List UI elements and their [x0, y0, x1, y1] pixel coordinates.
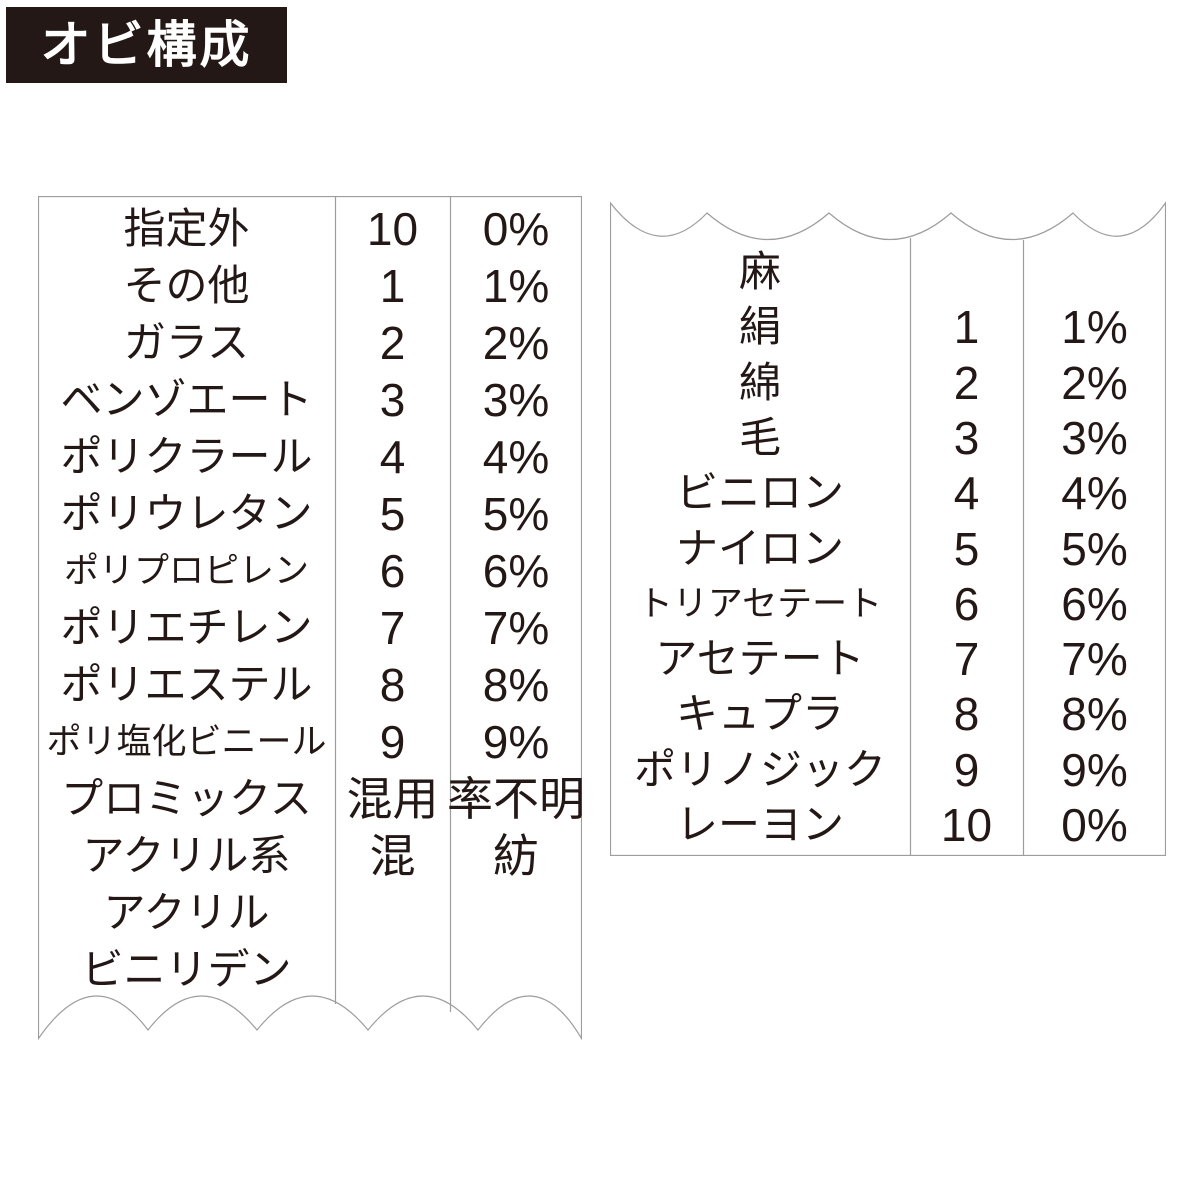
percent-cell: 7% — [1061, 633, 1128, 686]
material-name-cell: ベンゾエート — [60, 376, 313, 423]
percent-cell: 7% — [482, 602, 550, 654]
code-cell: 5 — [379, 488, 406, 540]
right-panel-outline — [610, 201, 1166, 856]
code-cell: 1 — [379, 260, 406, 312]
percent-cell: 紡 — [493, 830, 539, 882]
material-name-cell: 綿 — [738, 358, 782, 406]
left-panel-outline — [38, 196, 582, 1041]
material-name-cell: プロミックス — [61, 775, 312, 822]
code-cell: 8 — [379, 659, 406, 711]
code-cell: 1 — [953, 301, 980, 354]
code-cell: 6 — [953, 577, 980, 630]
code-cell: 4 — [953, 467, 980, 520]
page-title: オビ構成 — [40, 17, 253, 73]
percent-cell: 8% — [1061, 688, 1128, 741]
percent-cell: 3% — [1061, 411, 1128, 464]
material-name-cell: ナイロン — [675, 524, 845, 572]
material-name-cell: アセテート — [655, 635, 865, 683]
code-cell: 8 — [953, 688, 980, 741]
percent-cell: 4% — [1061, 467, 1128, 520]
code-cell: 10 — [366, 203, 419, 255]
percent-cell: 9% — [482, 716, 550, 768]
code-cell: 混用 — [346, 773, 439, 825]
code-cell: 5 — [953, 522, 980, 575]
code-cell: 7 — [379, 602, 406, 654]
percent-cell: 1% — [482, 260, 550, 312]
percent-cell: 4% — [482, 431, 550, 483]
material-name-cell: 指定外 — [123, 205, 250, 252]
material-name-cell: その他 — [123, 262, 250, 309]
code-cell: 2 — [379, 317, 406, 369]
percent-cell: 5% — [482, 488, 550, 540]
material-name-cell: ガラス — [123, 319, 250, 366]
percent-cell: 9% — [1061, 743, 1128, 796]
right-composition-panel: 麻絹 1 1% 綿 2 2% 毛 3 3% ビニロン 4 4% ナイロン 5 5% トリアセテート 6 6% アセテ… — [610, 200, 1166, 856]
left-panel-torn-paper-shape — [38, 196, 582, 1041]
percent-cell: 0% — [1061, 799, 1128, 851]
material-name-cell: ビニロン — [675, 469, 845, 517]
material-name-cell: 麻 — [738, 248, 782, 295]
percent-cell: 3% — [482, 374, 550, 426]
percent-cell: 率不明 — [447, 773, 585, 825]
percent-cell: 2% — [1061, 356, 1128, 409]
material-name-cell: ポリプロピレン — [63, 551, 310, 591]
code-cell: 7 — [953, 633, 980, 686]
code-cell: 6 — [379, 545, 406, 597]
code-cell: 4 — [379, 431, 406, 483]
percent-cell: 6% — [1061, 577, 1128, 630]
material-name-cell: トリアセテート — [637, 584, 883, 624]
material-name-cell: ポリエステル — [60, 661, 313, 708]
material-name-cell: 絹 — [738, 303, 782, 351]
material-name-cell: ポリ塩化ビニール — [46, 722, 327, 762]
material-name-cell: アクリル — [103, 889, 270, 936]
code-cell: 3 — [953, 411, 980, 464]
material-name-cell: レーヨン — [675, 801, 845, 848]
right-panel-torn-paper-shape — [610, 201, 1166, 856]
code-cell: 9 — [953, 743, 980, 796]
percent-cell: 6% — [482, 545, 550, 597]
code-cell: 3 — [379, 374, 406, 426]
code-cell: 10 — [940, 799, 993, 851]
percent-cell: 1% — [1061, 301, 1128, 354]
percent-cell: 2% — [482, 317, 550, 369]
percent-cell: 0% — [482, 203, 550, 255]
material-name-cell: 毛 — [738, 413, 782, 461]
code-cell: 9 — [379, 716, 406, 768]
percent-cell: 8% — [482, 659, 550, 711]
material-name-cell: ポリクラール — [60, 433, 313, 480]
material-name-cell: ポリウレタン — [60, 490, 313, 537]
material-name-cell: ビニリデン — [81, 946, 292, 993]
percent-cell: 5% — [1061, 522, 1128, 575]
page-title-badge: オビ構成 — [6, 7, 287, 83]
material-name-cell: ポリエチレン — [60, 604, 313, 651]
material-name-cell: アクリル系 — [82, 832, 291, 879]
code-cell: 2 — [953, 356, 980, 409]
material-name-cell: ポリノジック — [633, 745, 887, 793]
left-composition-panel: 指定外 10 0% その他 1 1% ガラス 2 2% ベンゾエート 3 3% ポリクラール 4 4% ポリウ… — [38, 196, 585, 1042]
code-cell: 混 — [369, 830, 416, 882]
material-name-cell: キュプラ — [675, 690, 845, 738]
